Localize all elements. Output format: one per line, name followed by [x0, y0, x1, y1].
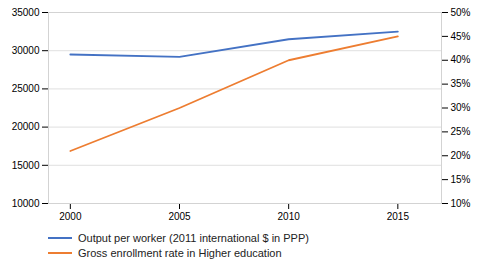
svg-text:2015: 2015: [387, 211, 410, 222]
svg-text:30%: 30%: [451, 102, 471, 113]
svg-text:10000: 10000: [12, 198, 40, 209]
svg-text:2005: 2005: [168, 211, 191, 222]
svg-text:35%: 35%: [451, 78, 471, 89]
svg-text:2010: 2010: [278, 211, 301, 222]
svg-text:15%: 15%: [451, 174, 471, 185]
svg-text:30000: 30000: [12, 45, 40, 56]
svg-text:10%: 10%: [451, 198, 471, 209]
svg-text:45%: 45%: [451, 31, 471, 42]
svg-text:15000: 15000: [12, 160, 40, 171]
svg-text:25000: 25000: [12, 83, 40, 94]
svg-text:35000: 35000: [12, 7, 40, 18]
svg-text:2000: 2000: [59, 211, 82, 222]
html-text:Output per worker (2011 intern: Output per worker (2011 international $ …: [78, 232, 309, 244]
html-text:Gross enrollment rate in Highe: Gross enrollment rate in Higher educatio…: [78, 247, 282, 259]
svg-text:20000: 20000: [12, 121, 40, 132]
svg-text:20%: 20%: [451, 150, 471, 161]
svg-text:40%: 40%: [451, 54, 471, 65]
svg-text:50%: 50%: [451, 7, 471, 18]
svg-text:25%: 25%: [451, 126, 471, 137]
